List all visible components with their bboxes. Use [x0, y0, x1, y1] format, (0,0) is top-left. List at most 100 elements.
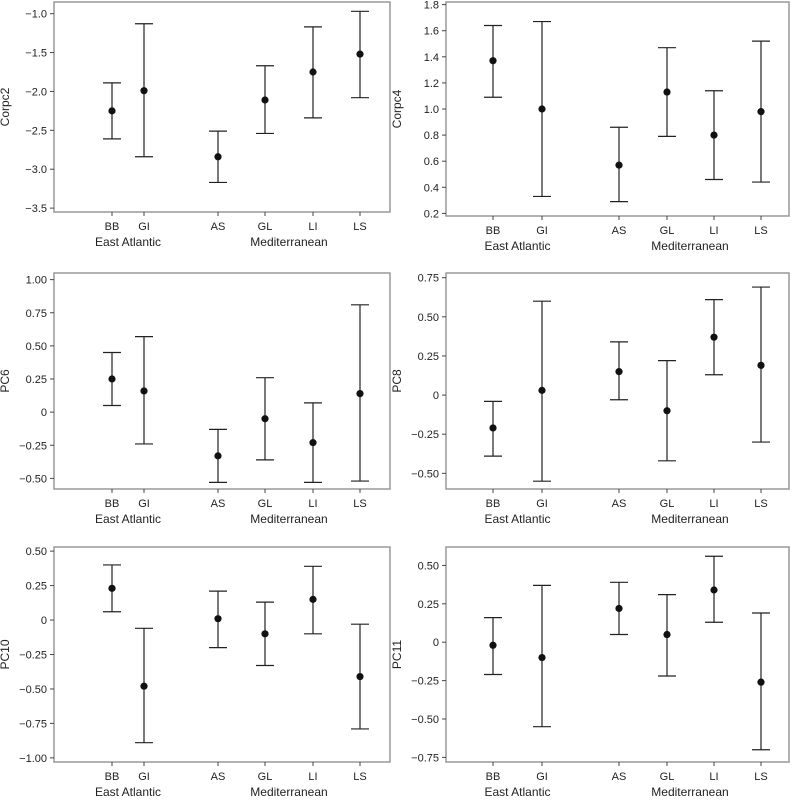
y-axis-title: Corpc2 — [0, 87, 12, 126]
y-tick-label: 0 — [41, 407, 47, 419]
mean-point-gl — [663, 407, 671, 415]
y-tick-label: 1.4 — [424, 52, 439, 64]
y-tick-label: −2.5 — [25, 125, 47, 137]
y-tick-label: 0.50 — [418, 560, 439, 572]
mean-point-bb — [489, 641, 497, 649]
mean-point-li — [309, 68, 317, 76]
y-tick-label: −0.50 — [19, 684, 47, 696]
group-label-mediterranean: Mediterranean — [651, 512, 728, 526]
y-axis-title: PC11 — [390, 640, 404, 669]
mean-point-bb — [108, 107, 116, 115]
mean-point-gl — [261, 630, 269, 638]
x-tick-label-gl: GL — [258, 498, 273, 510]
group-label-mediterranean: Mediterranean — [250, 785, 327, 799]
x-tick-label-as: AS — [211, 498, 226, 510]
x-tick-label-as: AS — [612, 225, 627, 237]
y-tick-label: −3.5 — [25, 203, 47, 215]
y-tick-label: 0 — [41, 615, 47, 627]
x-tick-label-bb: BB — [105, 498, 120, 510]
plot-frame — [445, 546, 790, 763]
group-label-mediterranean: Mediterranean — [651, 239, 728, 253]
mean-point-gi — [538, 386, 546, 394]
x-tick-label-li: LI — [308, 771, 317, 783]
mean-point-li — [710, 131, 718, 139]
y-tick-label: 0 — [433, 390, 439, 402]
chart-panel-pc6: −0.50 −0.25 0 0.25 0.50 0.75 1.00 PC6 BB GI AS GL LI… — [0, 272, 391, 526]
y-axis-title: PC8 — [390, 369, 404, 393]
x-tick-label-as: AS — [211, 221, 226, 233]
y-tick-label: −0.25 — [411, 676, 439, 688]
y-tick-label: 0.50 — [26, 546, 47, 558]
mean-point-ls — [757, 678, 765, 686]
x-tick-label-ls: LS — [754, 225, 767, 237]
group-label-east-atlantic: East Atlantic — [95, 235, 161, 249]
y-tick-label: −1.0 — [25, 9, 47, 21]
y-tick-label: 0.25 — [418, 599, 439, 611]
group-label-east-atlantic: East Atlantic — [484, 785, 550, 799]
plot-frame — [53, 272, 391, 490]
mean-point-as — [214, 615, 222, 623]
x-tick-label-li: LI — [709, 225, 718, 237]
x-tick-label-gl: GL — [660, 771, 675, 783]
x-tick-label-ls: LS — [754, 771, 767, 783]
chart-panel-corpc4: 0.2 0.4 0.6 0.8 1.0 1.2 1.4 1.6 1.8 Corpc4 BB GI AS G… — [390, 0, 790, 253]
group-label-mediterranean: Mediterranean — [651, 785, 728, 799]
x-tick-label-gi: GI — [536, 225, 548, 237]
y-tick-label: 0.25 — [26, 374, 47, 386]
mean-point-li — [309, 439, 317, 447]
x-tick-label-as: AS — [211, 771, 226, 783]
x-tick-label-ls: LS — [353, 771, 366, 783]
x-tick-label-bb: BB — [486, 498, 501, 510]
y-tick-label: 0.75 — [26, 308, 47, 320]
group-label-east-atlantic: East Atlantic — [95, 785, 161, 799]
x-tick-label-gi: GI — [536, 498, 548, 510]
mean-point-as — [615, 161, 623, 169]
y-axis-title: PC10 — [0, 639, 12, 669]
x-tick-label-as: AS — [612, 771, 627, 783]
x-tick-label-li: LI — [308, 221, 317, 233]
plot-frame — [53, 546, 391, 763]
mean-point-gl — [261, 96, 269, 104]
y-tick-label: 1.00 — [26, 275, 47, 287]
group-label-east-atlantic: East Atlantic — [484, 512, 550, 526]
y-tick-label: 0.50 — [26, 341, 47, 353]
x-tick-label-bb: BB — [486, 771, 501, 783]
x-tick-label-ls: LS — [353, 221, 366, 233]
mean-point-as — [214, 153, 222, 161]
y-tick-label: 0.25 — [26, 581, 47, 593]
chart-panel-pc11: −0.75 −0.50 −0.25 0 0.25 0.50 PC11 BB GI AS GL LI LS… — [390, 546, 790, 799]
mean-point-gl — [261, 415, 269, 423]
y-tick-label: −0.75 — [19, 718, 47, 730]
y-tick-label: −2.0 — [25, 86, 47, 98]
x-tick-label-gl: GL — [660, 498, 675, 510]
y-tick-label: −1.00 — [19, 753, 47, 765]
x-tick-label-ls: LS — [353, 498, 366, 510]
y-axis-title: PC6 — [0, 369, 12, 393]
y-axis-title: Corpc4 — [390, 89, 404, 128]
chart-panel-pc8: −0.50 −0.25 0 0.25 0.50 0.75 PC8 BB GI AS GL LI LS Ea… — [390, 272, 790, 526]
mean-point-gl — [663, 630, 671, 639]
x-tick-label-bb: BB — [486, 225, 501, 237]
y-tick-label: −0.25 — [19, 440, 47, 452]
y-tick-label: 0.6 — [424, 156, 439, 168]
y-tick-label: 0.75 — [418, 273, 439, 285]
y-tick-label: −1.5 — [25, 48, 47, 60]
plot-frame — [445, 272, 790, 490]
y-tick-label: −0.25 — [19, 650, 47, 662]
mean-point-li — [710, 333, 718, 341]
mean-point-gi — [140, 87, 148, 95]
plot-frame — [53, 1, 391, 213]
y-tick-label: −0.25 — [411, 429, 439, 441]
mean-point-as — [615, 604, 623, 613]
y-tick-label: 1.2 — [424, 78, 439, 90]
mean-point-gl — [663, 88, 671, 96]
mean-point-ls — [757, 361, 765, 369]
group-label-mediterranean: Mediterranean — [250, 235, 327, 249]
y-tick-label: 0.50 — [418, 312, 439, 324]
x-tick-label-gi: GI — [138, 221, 150, 233]
group-label-east-atlantic: East Atlantic — [484, 239, 550, 253]
x-tick-label-gl: GL — [258, 221, 273, 233]
x-tick-label-gl: GL — [258, 771, 273, 783]
chart-panel-corpc2: −3.5 −3.0 −2.5 −2.0 −1.5 −1.0 Corpc2 BB GI AS GL LI… — [0, 1, 391, 249]
